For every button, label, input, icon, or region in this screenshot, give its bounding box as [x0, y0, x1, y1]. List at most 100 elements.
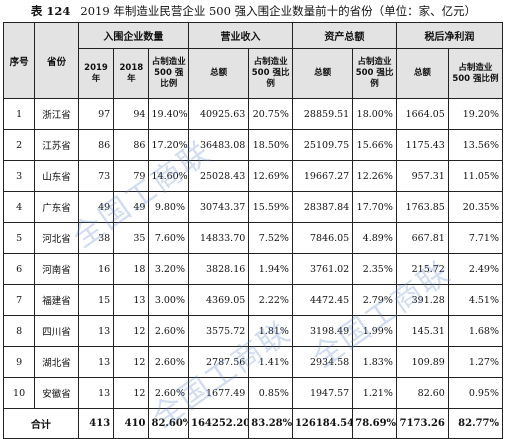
cell-assets: 25109.75	[291, 129, 354, 161]
table-header: 序号 省份 入围企业数量 营业收入 资产总额 税后净利润 2019 年 2018…	[2, 22, 504, 99]
cell-count-2018: 86	[113, 129, 150, 161]
cell-rank: 9	[2, 346, 36, 378]
total-revenue-share: 83.28%	[248, 408, 293, 439]
table-row: 3 山东省 73 79 14.60% 25028.43 12.69% 19667.27 12.2…	[2, 160, 504, 192]
cell-profit: 145.31	[395, 315, 449, 347]
cell-province: 河北省	[34, 222, 79, 254]
cell-revenue: 25028.43	[188, 160, 250, 192]
header-assets-group: 资产总额	[291, 22, 397, 49]
cell-count-share: 3.00%	[148, 284, 190, 316]
cell-assets-share: 1.99%	[352, 315, 397, 347]
cell-count-2019: 97	[77, 98, 115, 130]
cell-assets-share: 2.35%	[352, 253, 397, 285]
cell-revenue-share: 1.81%	[248, 315, 293, 347]
table-row: 6 河南省 16 18 3.20% 3828.16 1.94% 3761.02 2.35% 215…	[2, 253, 504, 285]
cell-rank: 5	[2, 222, 36, 254]
cell-revenue-share: 15.59%	[248, 191, 293, 223]
cell-rank: 7	[2, 284, 36, 316]
cell-rank: 8	[2, 315, 36, 347]
cell-profit: 215.72	[395, 253, 449, 285]
header-revenue-total: 总额	[188, 48, 250, 99]
cell-profit: 1664.05	[395, 98, 449, 130]
total-row: 合计 413 410 82.60% 164252.20 83.28% 12618…	[3, 408, 504, 439]
table-row: 10 安徽省 13 12 2.60% 1677.49 0.85% 1947.57 1.21% 82…	[2, 377, 504, 409]
cell-revenue: 36483.08	[188, 129, 250, 161]
cell-count-2018: 79	[113, 160, 150, 192]
header-assets-total: 总额	[291, 48, 354, 99]
cell-count-share: 2.60%	[148, 315, 190, 347]
cell-assets-share: 1.83%	[352, 346, 397, 378]
cell-assets-share: 2.79%	[352, 284, 397, 316]
cell-rank: 10	[2, 377, 36, 409]
table-row: 5 河北省 38 35 7.60% 14833.70 7.52% 7846.05 4.89% 66…	[2, 222, 504, 254]
table-row: 8 四川省 13 12 2.60% 3575.72 1.81% 3198.49 1.99% 145…	[2, 315, 504, 347]
table-title: 2019 年制造业民营企业 500 强入围企业数量前十的省份（单位：家、亿元）	[80, 4, 477, 18]
cell-revenue: 30743.37	[188, 191, 250, 223]
table-row: 2 江苏省 86 86 17.20% 36483.08 18.50% 25109.75 15.6…	[2, 129, 504, 161]
cell-profit-share: 11.05%	[447, 160, 504, 192]
cell-count-2018: 12	[113, 315, 150, 347]
cell-profit: 1763.85	[395, 191, 449, 223]
total-count-share: 82.60%	[148, 408, 190, 439]
cell-count-2019: 73	[77, 160, 115, 192]
cell-count-share: 9.80%	[148, 191, 190, 223]
cell-revenue: 2787.56	[188, 346, 250, 378]
total-label: 合计	[3, 408, 79, 439]
cell-revenue-share: 18.50%	[248, 129, 293, 161]
cell-assets: 3198.49	[291, 315, 354, 347]
table-caption: 表 124 2019 年制造业民营企业 500 强入围企业数量前十的省份（单位：家…	[0, 0, 507, 22]
cell-revenue: 4369.05	[188, 284, 250, 316]
cell-assets: 1947.57	[291, 377, 354, 409]
cell-revenue: 1677.49	[188, 377, 250, 409]
header-rank: 序号	[2, 22, 36, 99]
cell-province: 福建省	[34, 284, 79, 316]
cell-province: 安徽省	[34, 377, 79, 409]
cell-profit-share: 19.20%	[447, 98, 504, 130]
cell-assets: 28387.84	[291, 191, 354, 223]
header-assets-share: 占制造业 500 强比例	[352, 48, 397, 99]
cell-rank: 6	[2, 253, 36, 285]
total-count-2018: 410	[113, 408, 150, 439]
cell-count-2018: 12	[113, 346, 150, 378]
cell-assets-share: 18.00%	[352, 98, 397, 130]
cell-province: 湖北省	[34, 346, 79, 378]
cell-assets: 3761.02	[291, 253, 354, 285]
table-row: 9 湖北省 13 12 2.60% 2787.56 1.41% 2934.58 1.83% 109…	[2, 346, 504, 378]
cell-profit: 109.89	[395, 346, 449, 378]
cell-count-2018: 18	[113, 253, 150, 285]
header-revenue-group: 营业收入	[188, 22, 293, 49]
cell-profit-share: 20.35%	[447, 191, 504, 223]
cell-revenue-share: 12.69%	[248, 160, 293, 192]
cell-assets-share: 4.89%	[352, 222, 397, 254]
cell-count-2018: 35	[113, 222, 150, 254]
cell-revenue-share: 2.22%	[248, 284, 293, 316]
cell-profit: 82.60	[395, 377, 449, 409]
cell-revenue: 40925.63	[188, 98, 250, 130]
cell-count-share: 14.60%	[148, 160, 190, 192]
total-revenue: 164252.20	[188, 408, 250, 439]
cell-profit-share: 13.56%	[447, 129, 504, 161]
cell-count-2019: 13	[77, 377, 115, 409]
cell-count-share: 17.20%	[148, 129, 190, 161]
table-body: 1 浙江省 97 94 19.40% 40925.63 20.75% 28859.51 18.0…	[2, 98, 504, 409]
cell-revenue-share: 1.94%	[248, 253, 293, 285]
cell-profit: 667.81	[395, 222, 449, 254]
cell-province: 河南省	[34, 253, 79, 285]
cell-profit-share: 0.95%	[447, 377, 504, 409]
cell-assets: 4472.45	[291, 284, 354, 316]
cell-count-2018: 13	[113, 284, 150, 316]
cell-assets: 7846.05	[291, 222, 354, 254]
header-count-group: 入围企业数量	[77, 22, 190, 49]
cell-revenue-share: 1.41%	[248, 346, 293, 378]
cell-rank: 2	[2, 129, 36, 161]
cell-assets-share: 12.26%	[352, 160, 397, 192]
cell-count-2018: 49	[113, 191, 150, 223]
total-assets-share: 78.69%	[352, 408, 397, 439]
header-profit-total: 总额	[395, 48, 449, 99]
table-number: 表 124	[30, 4, 71, 18]
total-assets: 126184.54	[291, 408, 354, 439]
header-province: 省份	[34, 22, 79, 99]
header-count-share: 占制造业 500 强比例	[148, 48, 190, 99]
header-revenue-share: 占制造业 500 强比例	[248, 48, 293, 99]
total-profit: 7173.26	[395, 408, 449, 439]
